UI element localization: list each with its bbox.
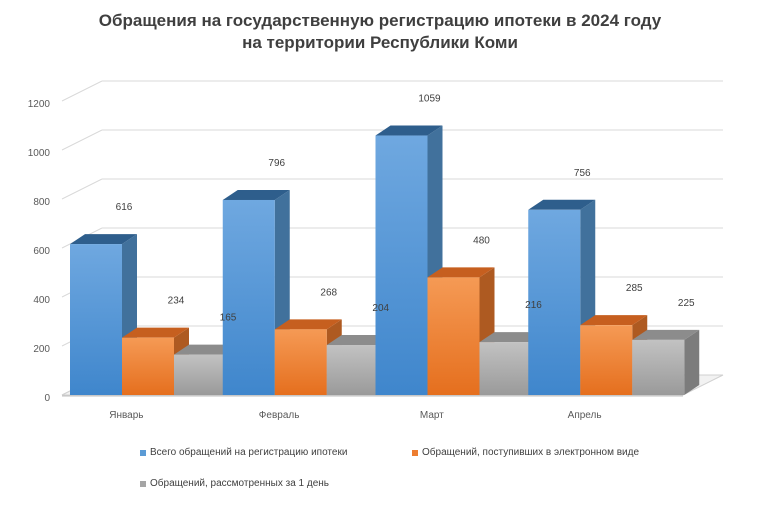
y-tick-label: 0 — [44, 393, 50, 404]
y-tick-label: 600 — [33, 246, 50, 257]
data-label: 285 — [626, 283, 643, 294]
bar-front — [479, 342, 532, 395]
bar-top — [122, 327, 189, 338]
data-label: 204 — [372, 303, 389, 314]
bar-front — [174, 354, 226, 395]
legend-swatch-oneday — [140, 480, 146, 487]
bar-front — [274, 329, 327, 395]
legend-label-total: Всего обращений на регистрацию ипотеки — [150, 447, 348, 458]
data-label: 480 — [473, 235, 490, 246]
bar-front — [122, 337, 174, 395]
x-tick-label: Январь — [109, 410, 143, 421]
y-tick-label: 1000 — [28, 148, 51, 159]
legend-item-oneday: Обращений, рассмотренных за 1 день — [140, 478, 329, 489]
y-tick-label: 1200 — [28, 99, 51, 110]
x-tick-label: Март — [420, 410, 444, 421]
title-line-1: Обращения на государственную регистрацию… — [98, 11, 662, 30]
y-tick-label: 200 — [33, 344, 50, 355]
gridline-side-1200 — [61, 80, 103, 102]
bar-front — [326, 345, 379, 395]
x-tick-label: Апрель — [568, 410, 602, 421]
x-tick-label: Февраль — [259, 410, 300, 421]
legend-label-electronic: Обращений, поступивших в электронном вид… — [422, 447, 640, 458]
bar-0-1 — [222, 189, 290, 395]
y-tick-label: 800 — [33, 197, 50, 208]
bar-top — [580, 315, 648, 326]
bar-front — [528, 209, 581, 395]
data-label: 225 — [678, 298, 695, 309]
data-label: 268 — [320, 287, 337, 298]
bar-top — [70, 234, 137, 245]
legend-label-oneday: Обращений, рассмотренных за 1 день — [150, 478, 330, 489]
bar-top — [274, 319, 342, 330]
bar-front — [580, 325, 633, 395]
bar-top — [528, 199, 596, 210]
bar-top — [427, 267, 495, 278]
bar-front — [427, 277, 480, 395]
data-label: 165 — [220, 313, 237, 324]
bar-front — [632, 339, 685, 395]
data-label: 1059 — [418, 94, 441, 105]
y-tick-label: 400 — [33, 295, 50, 306]
bar-top — [632, 329, 700, 340]
bar-top — [222, 189, 290, 200]
data-label: 234 — [168, 296, 185, 307]
title-line-2: на территории Республики Коми — [242, 33, 518, 52]
chart-title: Обращения на государственную регистрацию… — [0, 10, 760, 54]
bar-front — [70, 244, 122, 395]
bar-0-0 — [70, 234, 137, 395]
bar-front — [375, 135, 428, 396]
bar-side — [684, 329, 700, 395]
legend-item-electronic: Обращений, поступивших в электронном вид… — [412, 447, 639, 458]
legend-swatch-electronic — [412, 449, 418, 456]
gridline-side-1000 — [61, 129, 103, 151]
bar-2-3 — [632, 329, 700, 395]
gridline-side-800 — [61, 178, 103, 200]
legend-item-total: Всего обращений на регистрацию ипотеки — [140, 447, 347, 458]
bar-0-3 — [528, 199, 596, 395]
data-label: 216 — [525, 300, 542, 311]
data-label: 796 — [268, 158, 285, 169]
data-label: 616 — [116, 202, 133, 213]
bar-top — [375, 125, 443, 136]
bar-front — [222, 199, 275, 395]
legend-swatch-total — [140, 449, 146, 456]
data-label: 756 — [574, 168, 591, 179]
